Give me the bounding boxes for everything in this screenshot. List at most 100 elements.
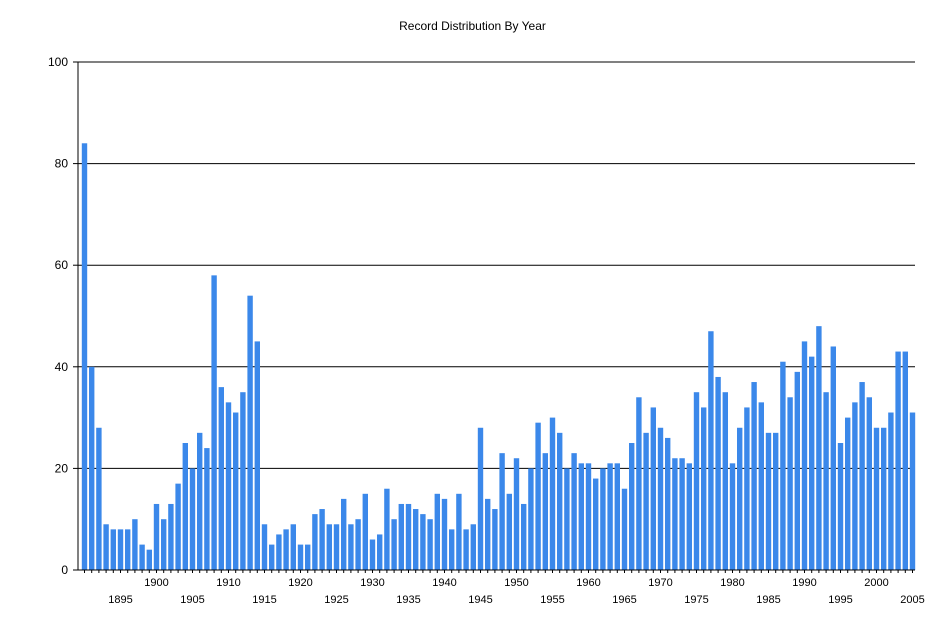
bars	[81, 143, 916, 570]
bar-1996	[845, 417, 851, 570]
bar-1894	[110, 529, 116, 570]
bar-1960	[585, 463, 592, 570]
bar-1910	[225, 402, 232, 570]
bar-1893	[103, 524, 109, 570]
y-tick-label: 80	[55, 157, 69, 171]
bar-1892	[96, 427, 102, 570]
bar-1964	[614, 463, 620, 570]
bar-1955	[549, 417, 556, 570]
bar-1916	[269, 544, 275, 570]
bar-1974	[686, 463, 692, 570]
x-tick-label: 1930	[360, 577, 384, 589]
bar-1986	[773, 432, 779, 570]
bar-1950	[513, 458, 520, 570]
bar-1994	[830, 346, 836, 570]
bar-1942	[456, 493, 462, 570]
bar-1987	[780, 361, 786, 570]
x-tick-label: 1910	[216, 577, 240, 589]
bar-1969	[650, 407, 656, 570]
bar-1907	[204, 448, 210, 570]
bar-1985	[765, 432, 772, 570]
bar-1937	[420, 514, 426, 570]
bar-1992	[816, 326, 822, 570]
bar-1949	[506, 493, 512, 570]
bar-1922	[312, 514, 318, 570]
bar-1957	[564, 468, 570, 570]
bar-1932	[384, 488, 390, 570]
bar-1918	[283, 529, 289, 570]
bar-1958	[571, 453, 577, 570]
bar-2005	[909, 412, 916, 570]
bar-1913	[247, 295, 253, 570]
x-axis-ticks: 1895 1900 1905 1910 1915 1920 1925 1930 1935 1940…	[84, 570, 925, 606]
bar-1945	[477, 427, 484, 570]
bar-1909	[218, 387, 224, 570]
bar-1911	[233, 412, 239, 570]
bar-2001	[881, 427, 887, 570]
bar-1954	[542, 453, 548, 570]
x-tick-label: 1985	[756, 594, 780, 606]
bar-1963	[607, 463, 613, 570]
bar-1976	[701, 407, 707, 570]
bar-1930	[369, 539, 376, 570]
bar-1914	[254, 341, 260, 570]
bar-1940	[441, 498, 448, 570]
x-tick-label: 1920	[288, 577, 312, 589]
bar-1980	[729, 463, 736, 570]
bar-1952	[528, 468, 534, 570]
x-tick-label: 1970	[648, 577, 672, 589]
x-tick-label: 2005	[900, 594, 924, 606]
bar-2003	[895, 351, 901, 570]
bar-1966	[629, 443, 635, 570]
x-tick-label: 1960	[576, 577, 600, 589]
bar-1941	[449, 529, 455, 570]
bar-1953	[535, 422, 541, 570]
bar-1925	[333, 524, 340, 570]
bar-1972	[672, 458, 678, 570]
bar-1973	[679, 458, 685, 570]
x-tick-label: 1935	[396, 594, 420, 606]
x-tick-label: 1955	[540, 594, 564, 606]
bar-1944	[470, 524, 476, 570]
y-tick-label: 40	[55, 360, 69, 374]
bar-1896	[125, 529, 131, 570]
bar-1984	[758, 402, 764, 570]
bar-1951	[521, 503, 527, 570]
bar-1891	[89, 366, 95, 570]
bar-1977	[708, 331, 714, 570]
bar-1905	[189, 468, 196, 570]
bar-1988	[787, 397, 793, 570]
bar-1979	[722, 392, 728, 570]
bar-1948	[499, 453, 505, 570]
x-tick-label: 1895	[108, 594, 132, 606]
x-tick-label: 1900	[144, 577, 168, 589]
bar-1968	[643, 432, 649, 570]
bar-1920	[297, 544, 304, 570]
bar-1991	[809, 356, 815, 570]
y-axis-ticks: 0 20 40 60 80 100	[48, 55, 78, 577]
bar-1981	[737, 427, 743, 570]
x-tick-label: 1925	[324, 594, 348, 606]
x-tick-label: 1995	[828, 594, 852, 606]
bar-1927	[348, 524, 354, 570]
x-tick-label: 1965	[612, 594, 636, 606]
bar-1946	[485, 498, 491, 570]
x-tick-label: 2000	[864, 577, 888, 589]
bar-1990	[801, 341, 808, 570]
y-tick-label: 60	[55, 258, 69, 272]
x-tick-label: 1980	[720, 577, 744, 589]
bar-1912	[240, 392, 246, 570]
bar-1939	[434, 493, 440, 570]
bar-1933	[391, 519, 397, 570]
x-tick-label: 1990	[792, 577, 816, 589]
bar-1959	[578, 463, 584, 570]
bar-1923	[319, 509, 325, 570]
bar-1943	[463, 529, 469, 570]
y-tick-label: 100	[48, 55, 68, 69]
bar-1917	[276, 534, 282, 570]
bar-1997	[852, 402, 858, 570]
bar-1906	[197, 432, 203, 570]
bar-2002	[888, 412, 894, 570]
bar-1989	[794, 371, 800, 570]
